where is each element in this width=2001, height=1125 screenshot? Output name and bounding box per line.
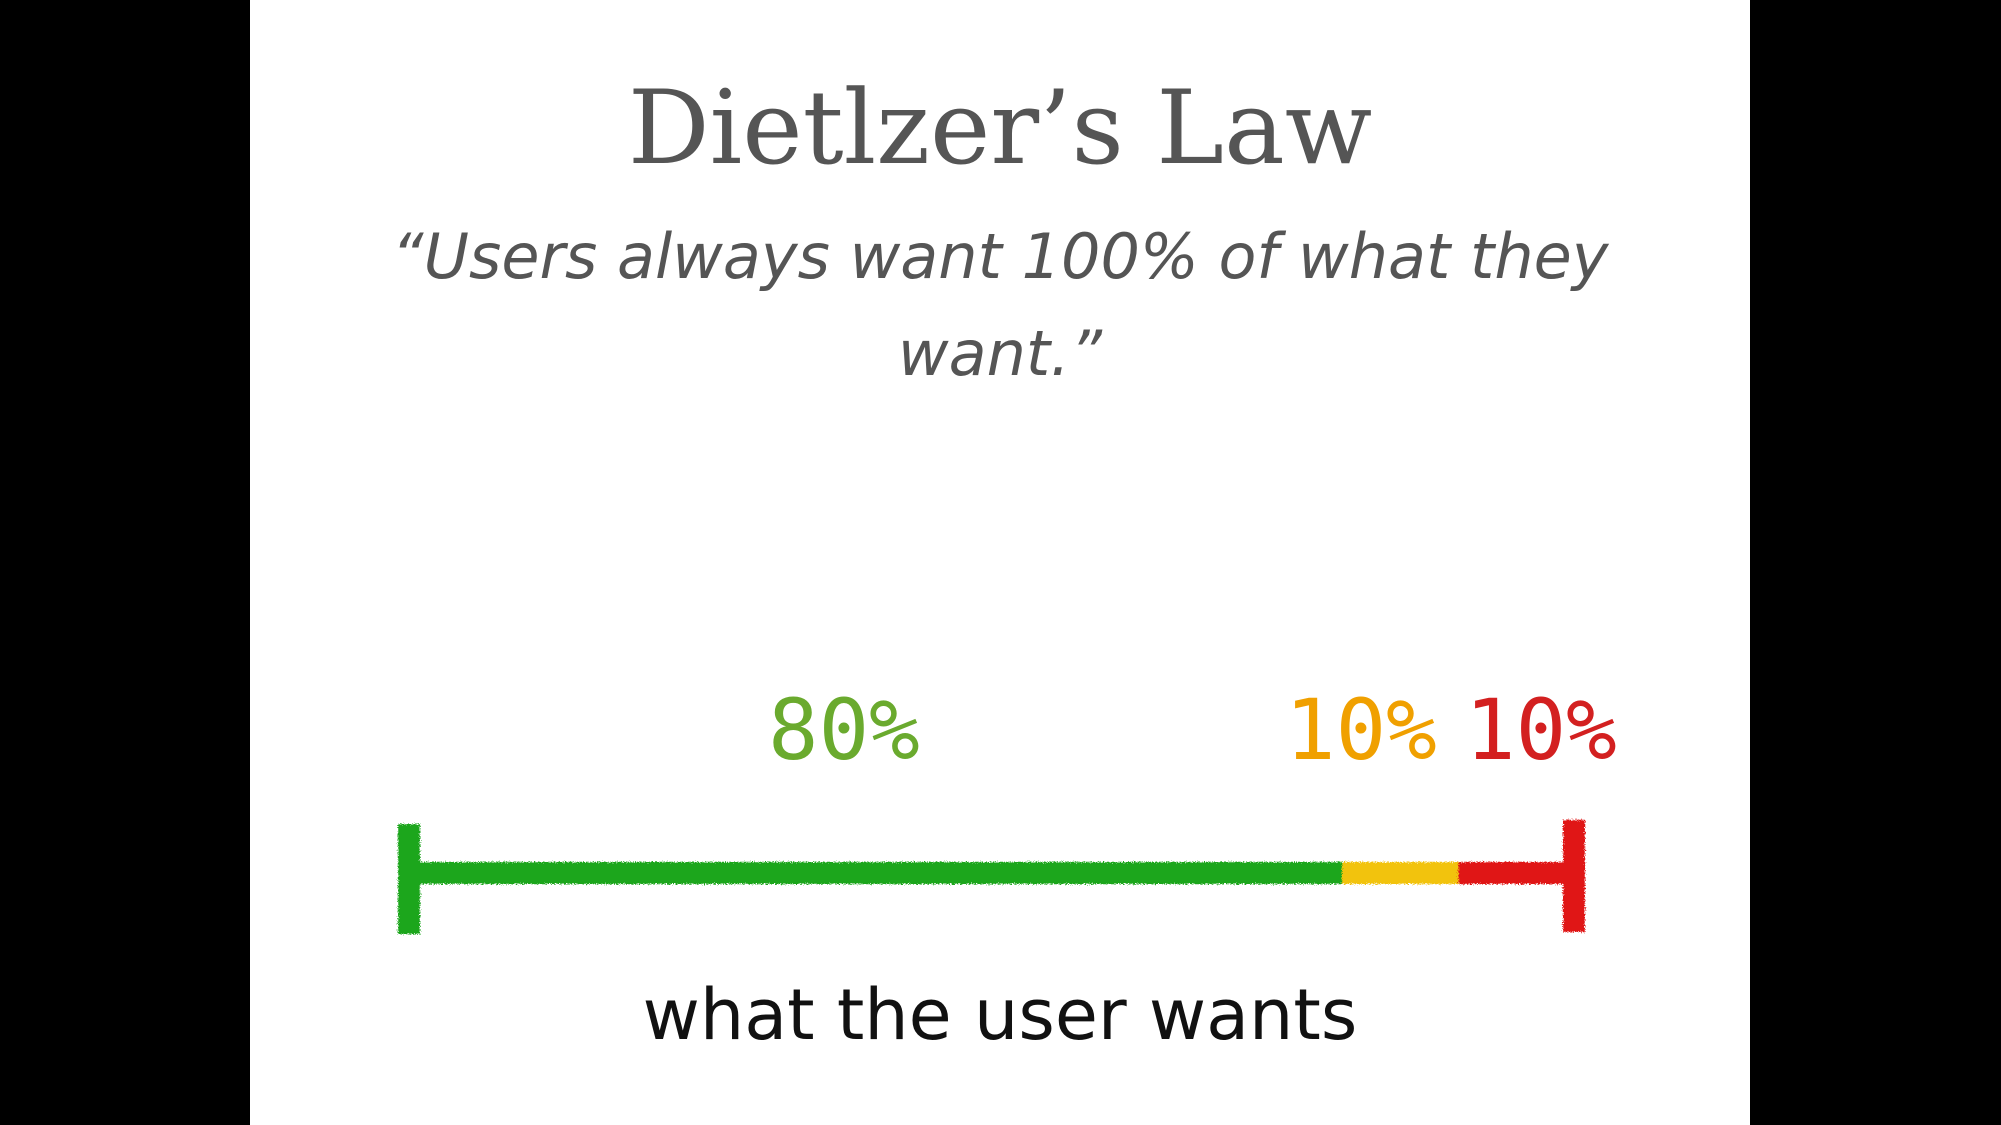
bar-segment-green	[410, 862, 1342, 884]
percent-label-green: 80%	[768, 681, 920, 779]
slide: Dietlzer’s Law “Users always want 100% o…	[250, 0, 1750, 1125]
bar-caption: what the user wants	[642, 974, 1358, 1056]
bar-segment-yellow	[1342, 862, 1459, 884]
percent-label-red: 10%	[1465, 681, 1617, 779]
slide-title: Dietlzer’s Law	[627, 69, 1373, 188]
bar-right-end-cap	[1563, 820, 1585, 932]
slide-quote: “Users always want 100% of what they wan…	[391, 220, 1609, 390]
segmented-bar	[398, 820, 1585, 934]
percent-label-yellow: 10%	[1285, 681, 1437, 779]
bar-segment-red	[1458, 862, 1575, 884]
bar-left-end-cap	[398, 824, 420, 934]
